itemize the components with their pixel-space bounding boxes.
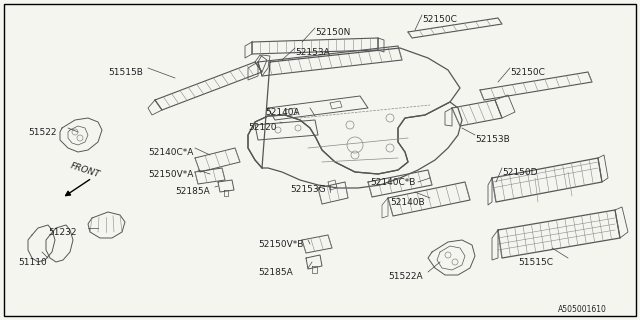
Text: 52150N: 52150N: [315, 28, 350, 37]
Text: 52153A: 52153A: [295, 48, 330, 57]
Text: 52153B: 52153B: [475, 135, 509, 144]
Text: 52185A: 52185A: [258, 268, 292, 277]
Text: 51515C: 51515C: [518, 258, 553, 267]
Text: 51522A: 51522A: [388, 272, 422, 281]
Text: 51515B: 51515B: [108, 68, 143, 77]
Text: 52150C: 52150C: [510, 68, 545, 77]
Text: FRONT: FRONT: [69, 161, 101, 179]
Text: 52150C: 52150C: [422, 15, 457, 24]
Text: 52185A: 52185A: [175, 187, 210, 196]
Text: 52140A: 52140A: [265, 108, 300, 117]
Text: 52140C*B: 52140C*B: [370, 178, 415, 187]
Text: A505001610: A505001610: [558, 305, 607, 314]
Text: 52140C*A: 52140C*A: [148, 148, 193, 157]
Text: 52150V*A: 52150V*A: [148, 170, 193, 179]
Text: 52120: 52120: [248, 123, 276, 132]
Text: 51522: 51522: [28, 128, 56, 137]
Text: 52140B: 52140B: [390, 198, 424, 207]
Text: 51110: 51110: [18, 258, 47, 267]
Text: 52153G: 52153G: [290, 185, 326, 194]
Text: 52150V*B: 52150V*B: [258, 240, 303, 249]
Text: 51232: 51232: [48, 228, 77, 237]
Text: 52150D: 52150D: [502, 168, 538, 177]
